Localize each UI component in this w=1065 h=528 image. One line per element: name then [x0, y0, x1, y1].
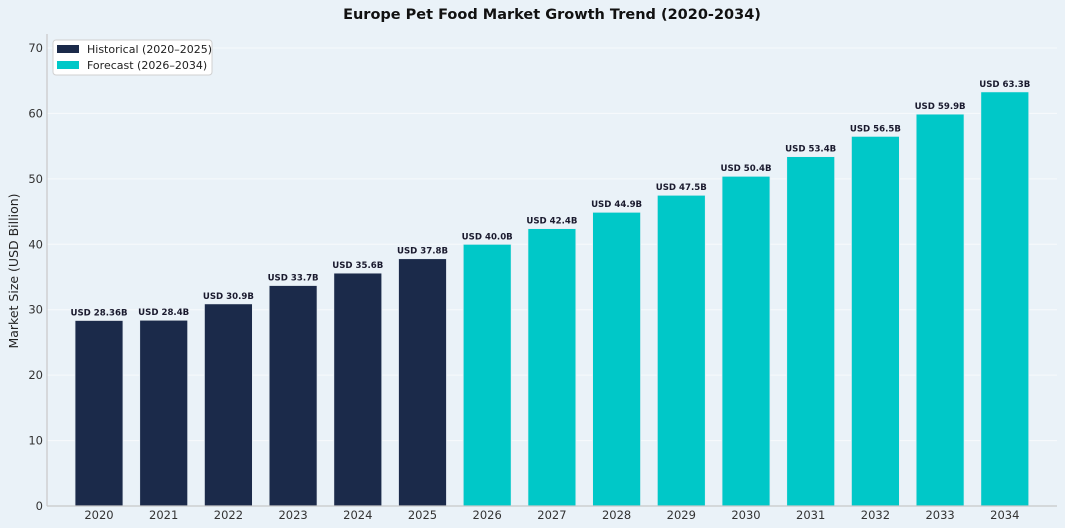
legend-swatch-forecast: [57, 61, 79, 69]
legend: Historical (2020–2025) Forecast (2026–20…: [52, 39, 213, 76]
x-tick-label-2025: 2025: [408, 508, 437, 522]
data-labels: USD 28.36B USD 28.4B USD 30.9B USD 33.7B USD…: [70, 80, 1030, 319]
data-label-2033: USD 59.9B: [915, 102, 966, 112]
legend-box: [52, 39, 213, 76]
y-tick-label: 50: [28, 172, 43, 186]
y-tick-label: 10: [28, 434, 43, 448]
x-tick-labels: 2020 2021 2022 2023 2024 2025 2026 2027 2028 2029…: [84, 508, 1019, 522]
x-tick-label-2022: 2022: [214, 508, 243, 522]
bar-2022: [203, 303, 253, 507]
x-tick-label-2020: 2020: [84, 508, 113, 522]
x-tick-label-2024: 2024: [343, 508, 372, 522]
y-tick-label: 70: [28, 41, 43, 55]
data-label-2032: USD 56.5B: [850, 124, 901, 134]
legend-label-forecast: Forecast (2026–2034): [87, 59, 207, 72]
data-label-2021: USD 28.4B: [138, 308, 189, 318]
y-tick-label: 20: [28, 368, 43, 382]
data-label-2034: USD 63.3B: [979, 80, 1030, 90]
chart-title: Europe Pet Food Market Growth Trend (202…: [343, 7, 761, 23]
bar-2025: [398, 258, 447, 507]
x-tick-label-2031: 2031: [796, 508, 825, 522]
x-tick-label-2026: 2026: [473, 508, 502, 522]
x-tick-label-2028: 2028: [602, 508, 631, 522]
bar-2031: [786, 156, 836, 507]
x-tick-label-2027: 2027: [537, 508, 566, 522]
y-axis-label: Market Size (USD Billion): [6, 193, 21, 348]
y-tick-label: 60: [28, 106, 43, 120]
data-label-2026: USD 40.0B: [462, 232, 513, 242]
data-label-2030: USD 50.4B: [720, 164, 771, 174]
x-tick-label-2032: 2032: [861, 508, 890, 522]
bar-2028: [592, 211, 641, 507]
data-label-2025: USD 37.8B: [397, 247, 448, 257]
x-tick-label-2029: 2029: [667, 508, 696, 522]
data-label-2028: USD 44.9B: [591, 200, 642, 210]
x-tick-label-2023: 2023: [278, 508, 307, 522]
bar-2029: [656, 194, 706, 507]
data-label-2022: USD 30.9B: [203, 292, 254, 302]
bar-2030: [721, 175, 771, 507]
y-tick-label: 0: [36, 499, 43, 513]
data-label-2031: USD 53.4B: [785, 145, 836, 155]
bar-2027: [527, 228, 577, 507]
y-tick-labels: 0 10 20 30 40 50 60 70: [28, 41, 43, 513]
bar-2026: [462, 243, 512, 507]
y-tick-label: 40: [28, 237, 43, 251]
bar-2023: [268, 285, 318, 507]
x-tick-label-2033: 2033: [925, 508, 954, 522]
legend-label-historical: Historical (2020–2025): [87, 43, 212, 56]
x-tick-label-2034: 2034: [990, 508, 1019, 522]
bar-2024: [333, 272, 383, 507]
bar-2032: [851, 135, 900, 507]
bars: [74, 91, 1030, 507]
x-tick-label-2021: 2021: [149, 508, 178, 522]
data-label-2020: USD 28.36B: [70, 308, 127, 318]
bar-2020: [74, 320, 124, 507]
x-tick-label-2030: 2030: [731, 508, 760, 522]
data-label-2024: USD 35.6B: [332, 261, 383, 271]
y-tick-label: 30: [28, 303, 43, 317]
data-label-2023: USD 33.7B: [268, 274, 319, 284]
bar-2034: [980, 91, 1030, 507]
legend-swatch-historical: [57, 45, 79, 53]
data-label-2027: USD 42.4B: [526, 217, 577, 227]
bar-2021: [139, 319, 189, 507]
bar-2033: [915, 113, 965, 507]
data-label-2029: USD 47.5B: [656, 183, 707, 193]
